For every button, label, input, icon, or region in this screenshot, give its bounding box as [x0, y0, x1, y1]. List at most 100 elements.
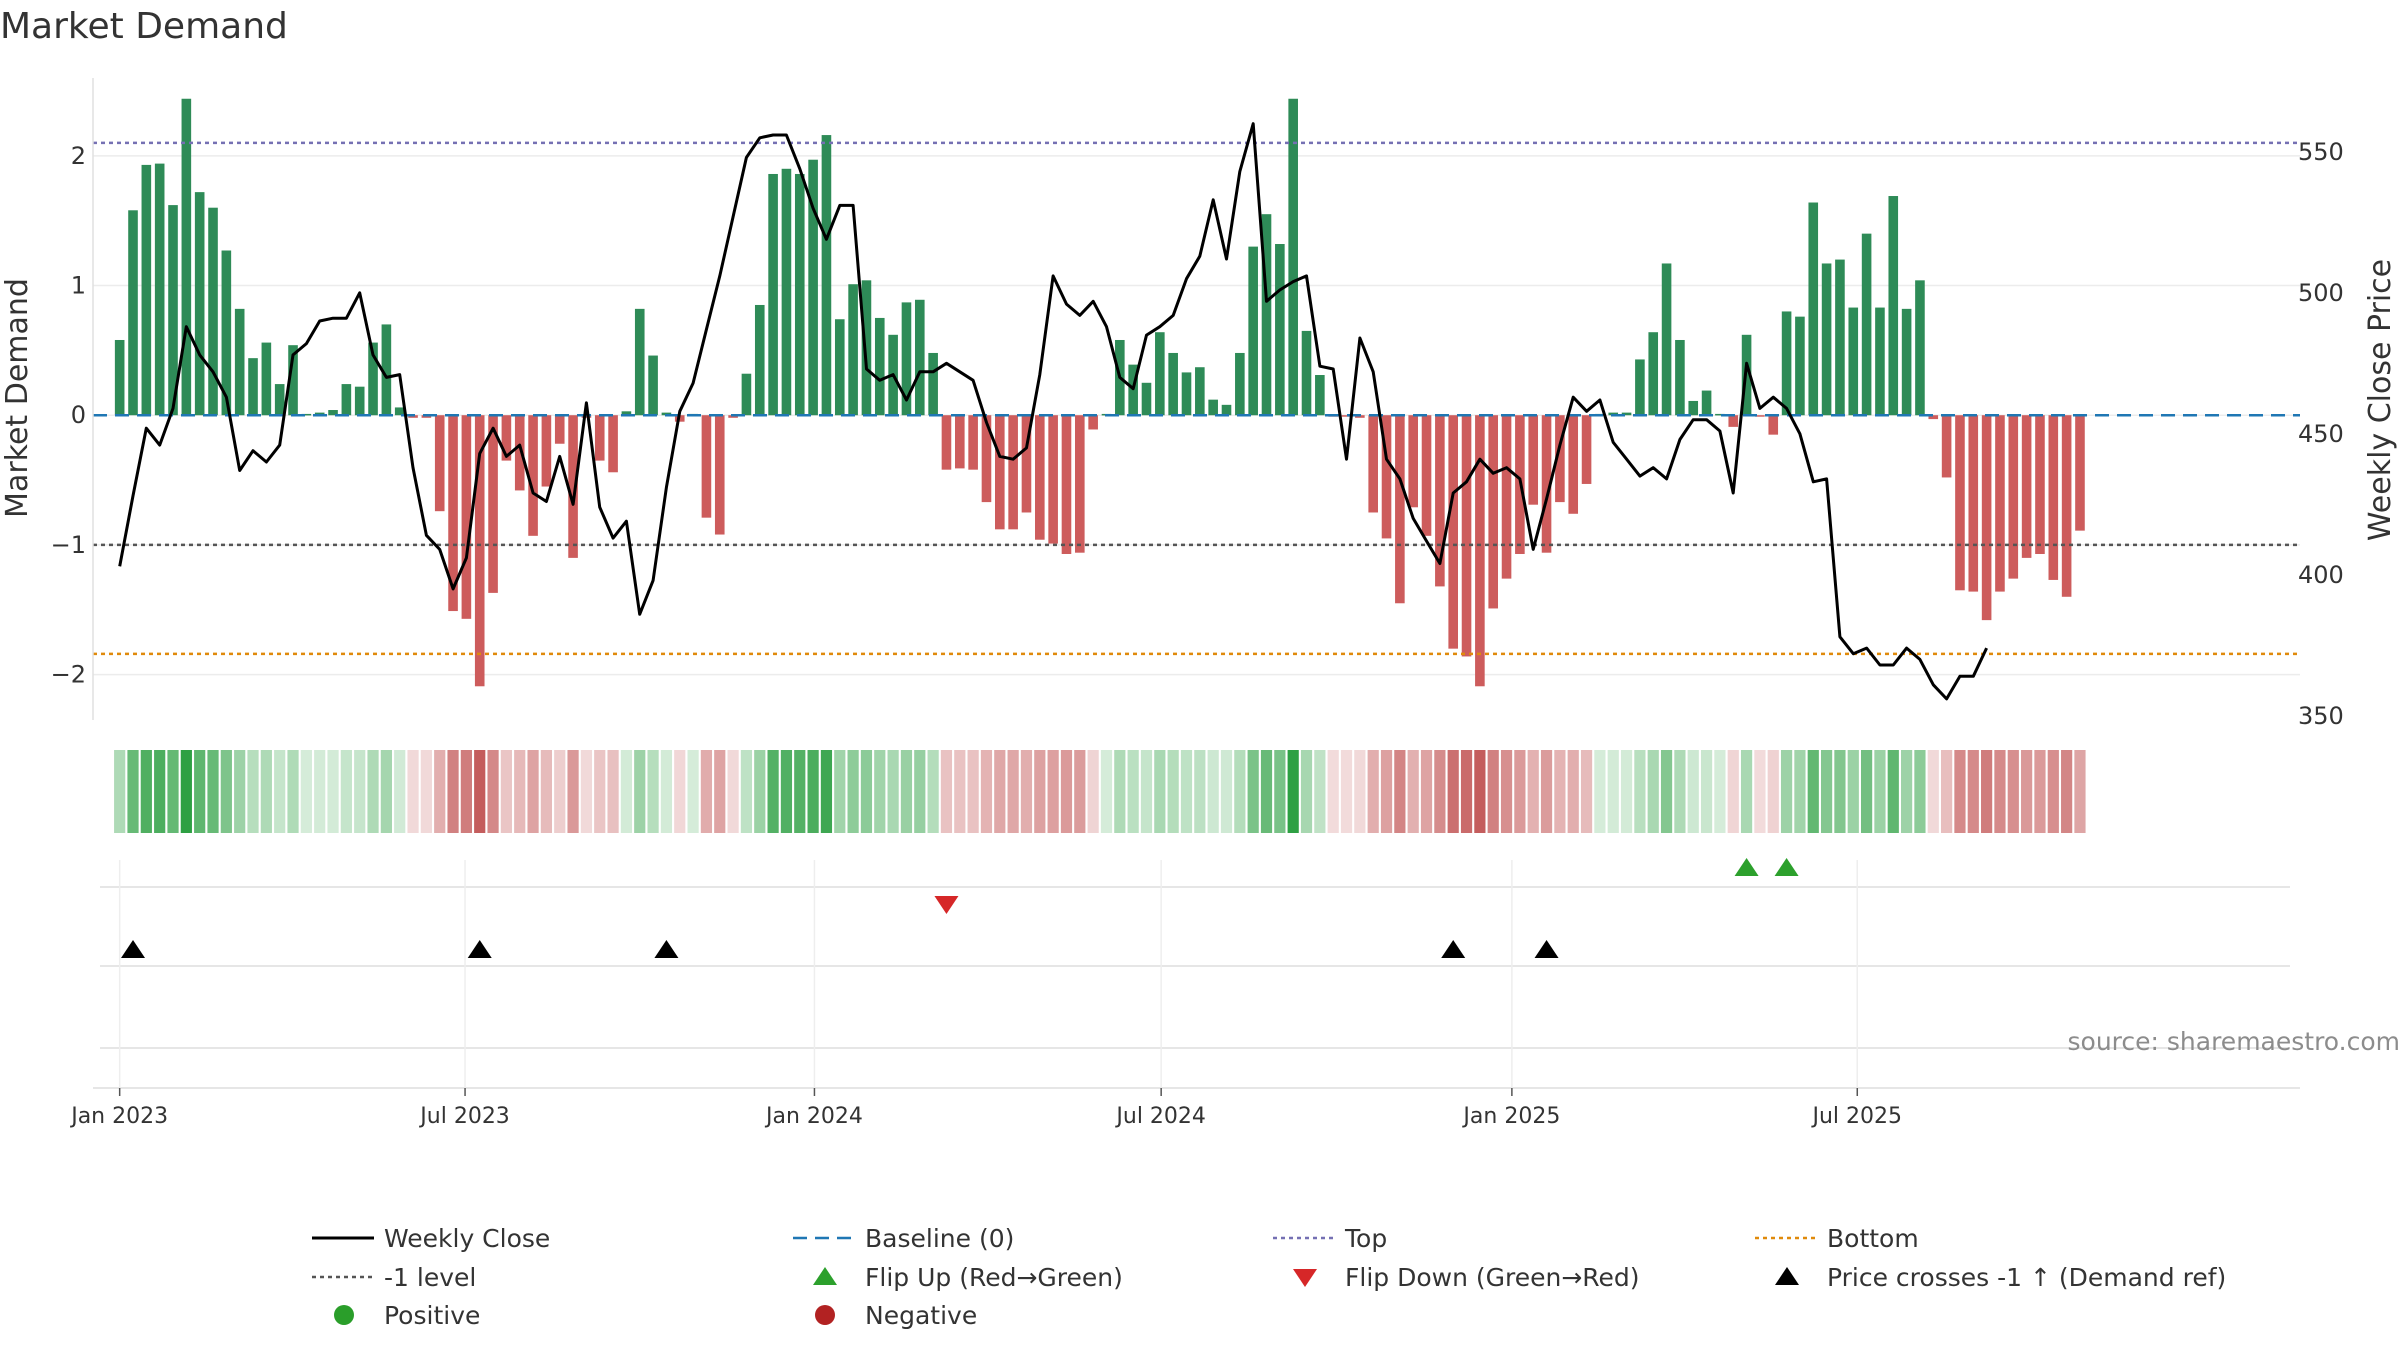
y-tick-label: 1	[71, 272, 86, 300]
heat-cell	[794, 750, 806, 833]
demand-bar	[448, 415, 458, 612]
heat-cell	[1087, 750, 1099, 833]
y-tick-label: −2	[51, 661, 86, 689]
demand-bar	[354, 386, 365, 416]
demand-bar	[1915, 280, 1925, 416]
heat-cell	[1100, 750, 1113, 833]
heat-cell	[1367, 750, 1379, 833]
demand-bar	[1435, 415, 1445, 587]
demand-bar	[474, 415, 485, 687]
heat-cell	[167, 750, 179, 833]
heat-cell	[394, 750, 406, 833]
demand-bar	[434, 415, 445, 512]
heat-cell	[1207, 750, 1219, 833]
heat-cell	[274, 750, 286, 833]
heat-cell	[674, 750, 686, 833]
demand-bar	[1488, 415, 1499, 609]
heat-cell	[194, 750, 206, 833]
legend-label: Weekly Close	[384, 1224, 550, 1253]
heat-cell	[1260, 750, 1273, 833]
demand-bar	[1835, 259, 1845, 416]
heat-cell	[327, 750, 339, 833]
x-tick-label: Jul 2023	[418, 1104, 510, 1129]
demand-bar	[1955, 415, 1965, 591]
heat-cell	[1820, 750, 1833, 833]
legend-label: -1 level	[384, 1263, 476, 1292]
demand-bar	[2048, 415, 2059, 580]
heat-cell	[1474, 750, 1486, 833]
heat-cell	[1447, 750, 1459, 833]
demand-bar	[128, 210, 138, 416]
legend-swatch	[1775, 1267, 1799, 1285]
x-tick-label: Jan 2023	[69, 1104, 168, 1129]
demand-bar	[1261, 214, 1272, 416]
heat-cell	[1687, 750, 1699, 833]
heat-cell	[407, 750, 419, 833]
demand-bar	[1728, 415, 1739, 427]
heat-cell	[1180, 750, 1193, 833]
heat-cell	[1874, 750, 1886, 833]
demand-bar	[1315, 375, 1325, 416]
heat-cell	[314, 750, 326, 833]
heat-cell	[914, 750, 926, 833]
heat-cell	[1941, 750, 1953, 833]
heat-cell	[1914, 750, 1926, 833]
demand-bar	[968, 415, 978, 470]
y-tick-label: −1	[51, 531, 86, 559]
demand-bar	[1648, 332, 1659, 416]
demand-bar	[394, 407, 405, 416]
demand-bar	[194, 192, 205, 416]
heat-cell	[247, 750, 259, 833]
heat-cell	[514, 750, 526, 833]
demand-bar	[408, 415, 418, 418]
chart-title: Market Demand	[0, 6, 288, 47]
flip-down-marker	[934, 896, 959, 914]
demand-bar	[2021, 415, 2032, 558]
demand-bar	[1861, 233, 1872, 416]
legend-swatch	[815, 1305, 835, 1325]
legend-label: Positive	[384, 1301, 480, 1330]
demand-bar	[1235, 352, 1245, 416]
heat-cell	[887, 750, 899, 833]
demand-bar	[1781, 311, 1792, 416]
legend-label: Flip Up (Red→Green)	[865, 1263, 1123, 1292]
heat-cell	[287, 750, 299, 833]
signal-markers	[93, 858, 2300, 1089]
source-label: source: sharemaestro.com	[2068, 1027, 2400, 1056]
heat-cell	[727, 750, 739, 833]
demand-bar	[581, 415, 592, 418]
demand-bar	[1568, 415, 1579, 514]
demand-bar	[1541, 415, 1552, 553]
demand-bar	[1368, 415, 1378, 513]
demand-bar	[821, 135, 832, 416]
heat-cell	[540, 750, 552, 833]
demand-bar	[1035, 415, 1045, 540]
heat-cell	[1167, 750, 1179, 833]
heat-cell	[1527, 750, 1539, 833]
demand-bar	[1408, 415, 1418, 508]
heat-cell	[620, 750, 633, 833]
demand-heat-strip	[114, 750, 2086, 833]
heat-cell	[1074, 750, 1086, 833]
demand-bar	[1941, 415, 1952, 478]
heat-cell	[1834, 750, 1846, 833]
heat-cell	[114, 750, 126, 833]
legend-swatch	[1293, 1269, 1317, 1287]
heat-cell	[1247, 750, 1259, 833]
demand-bar	[1141, 382, 1152, 416]
heat-cell	[767, 750, 779, 833]
heat-cell	[1114, 750, 1126, 833]
price-cross-marker	[1534, 940, 1559, 958]
heat-cell	[1434, 750, 1446, 833]
heat-cell	[2021, 750, 2033, 833]
price-line	[118, 122, 1988, 701]
demand-bar	[541, 415, 552, 487]
heat-cell	[2034, 750, 2046, 833]
demand-bar	[768, 173, 778, 416]
demand-bar	[874, 317, 885, 416]
demand-bar	[1981, 415, 1992, 621]
demand-bar	[1181, 372, 1192, 416]
heat-cell	[1740, 750, 1753, 833]
heat-cell	[527, 750, 539, 833]
heat-cell	[1767, 750, 1779, 833]
